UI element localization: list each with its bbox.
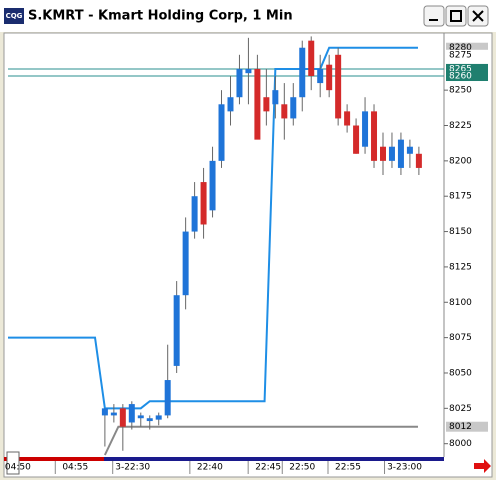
price-marker-label: 8275 — [449, 50, 472, 60]
candle-body — [164, 380, 171, 416]
x-tick-label: 3-22:30 — [115, 463, 150, 473]
price-marker-label: 8280 — [449, 43, 472, 53]
x-tick-label: 04:55 — [62, 463, 88, 473]
y-tick-label: 8125 — [449, 262, 472, 272]
candle-body — [200, 182, 207, 225]
candle-body — [173, 295, 180, 366]
price-marker — [446, 49, 488, 60]
candle-body — [308, 40, 315, 77]
price-marker — [446, 42, 488, 53]
y-tick-label: 8150 — [449, 227, 472, 237]
candle-body — [245, 68, 252, 74]
y-tick-label: 8075 — [449, 333, 472, 343]
price-marker-label: 8260 — [449, 72, 472, 82]
y-tick-label: 8225 — [449, 121, 472, 131]
candle-body — [209, 160, 216, 211]
candle-body — [379, 146, 386, 161]
candle-body — [290, 97, 297, 119]
indicator-line — [103, 425, 418, 456]
chart-area — [3, 32, 493, 478]
maximize-button[interactable] — [445, 5, 467, 27]
scroll-box[interactable] — [6, 451, 20, 475]
candle-body — [353, 125, 360, 154]
candle-body — [254, 68, 261, 140]
y-tick-label: 8000 — [449, 439, 472, 449]
scroll-arrow[interactable] — [474, 459, 491, 473]
app-icon — [4, 8, 24, 24]
x-tick-label: 04:50 — [5, 463, 31, 473]
candle-body — [272, 90, 279, 105]
x-tick-label: 22:50 — [289, 463, 315, 473]
candle-body — [155, 415, 162, 420]
y-tick-label: 8025 — [449, 404, 472, 414]
candle-body — [191, 196, 198, 232]
window-title: S.KMRT - Kmart Holding Corp, 1 Min — [28, 9, 293, 24]
y-tick-label: 8100 — [449, 298, 472, 308]
x-tick-label: 22:45 — [255, 463, 281, 473]
minimize-button[interactable] — [423, 5, 445, 27]
close-icon — [472, 10, 484, 22]
candle-body — [326, 64, 333, 91]
candle-body — [415, 153, 422, 168]
candle-body — [362, 111, 369, 147]
price-marker — [446, 63, 488, 74]
candle-body — [299, 47, 306, 98]
candle-body — [406, 146, 413, 154]
candle-body — [218, 104, 225, 161]
y-tick-label: 8250 — [449, 86, 472, 96]
candle-body — [182, 231, 189, 296]
candle-body — [371, 111, 378, 161]
x-tick-label: 22:55 — [335, 463, 361, 473]
app-icon-text: CQG — [6, 12, 23, 20]
candle-body — [128, 404, 135, 423]
candle-body — [101, 408, 108, 416]
candle-body — [146, 418, 153, 422]
price-marker-label: 8012 — [449, 422, 472, 432]
y-tick-label: 8050 — [449, 368, 472, 378]
maximize-icon — [450, 10, 462, 22]
window-buttons — [423, 5, 489, 27]
candle-body — [227, 97, 234, 112]
price-marker — [446, 421, 488, 432]
candle-body — [281, 104, 288, 119]
time-bar — [4, 457, 444, 461]
y-tick-label: 8175 — [449, 192, 472, 202]
candle-body — [335, 54, 342, 119]
price-marker — [446, 71, 488, 82]
x-tick-label: 22:40 — [197, 463, 223, 473]
candle-body — [263, 97, 270, 112]
time-bar-marker — [4, 457, 104, 461]
indicator-line — [8, 46, 418, 410]
candle-body — [119, 408, 126, 427]
candle-body — [236, 68, 243, 98]
candle-body — [317, 68, 324, 84]
candle-body — [388, 146, 395, 161]
price-marker-label: 8265 — [449, 64, 472, 74]
candle-body — [344, 111, 351, 126]
title-bar — [0, 0, 496, 32]
y-tick-label: 8200 — [449, 156, 472, 166]
candle-body — [110, 412, 117, 416]
candle-body — [137, 415, 144, 419]
x-tick-label: 3-23:00 — [387, 463, 422, 473]
candle-body — [397, 139, 404, 168]
